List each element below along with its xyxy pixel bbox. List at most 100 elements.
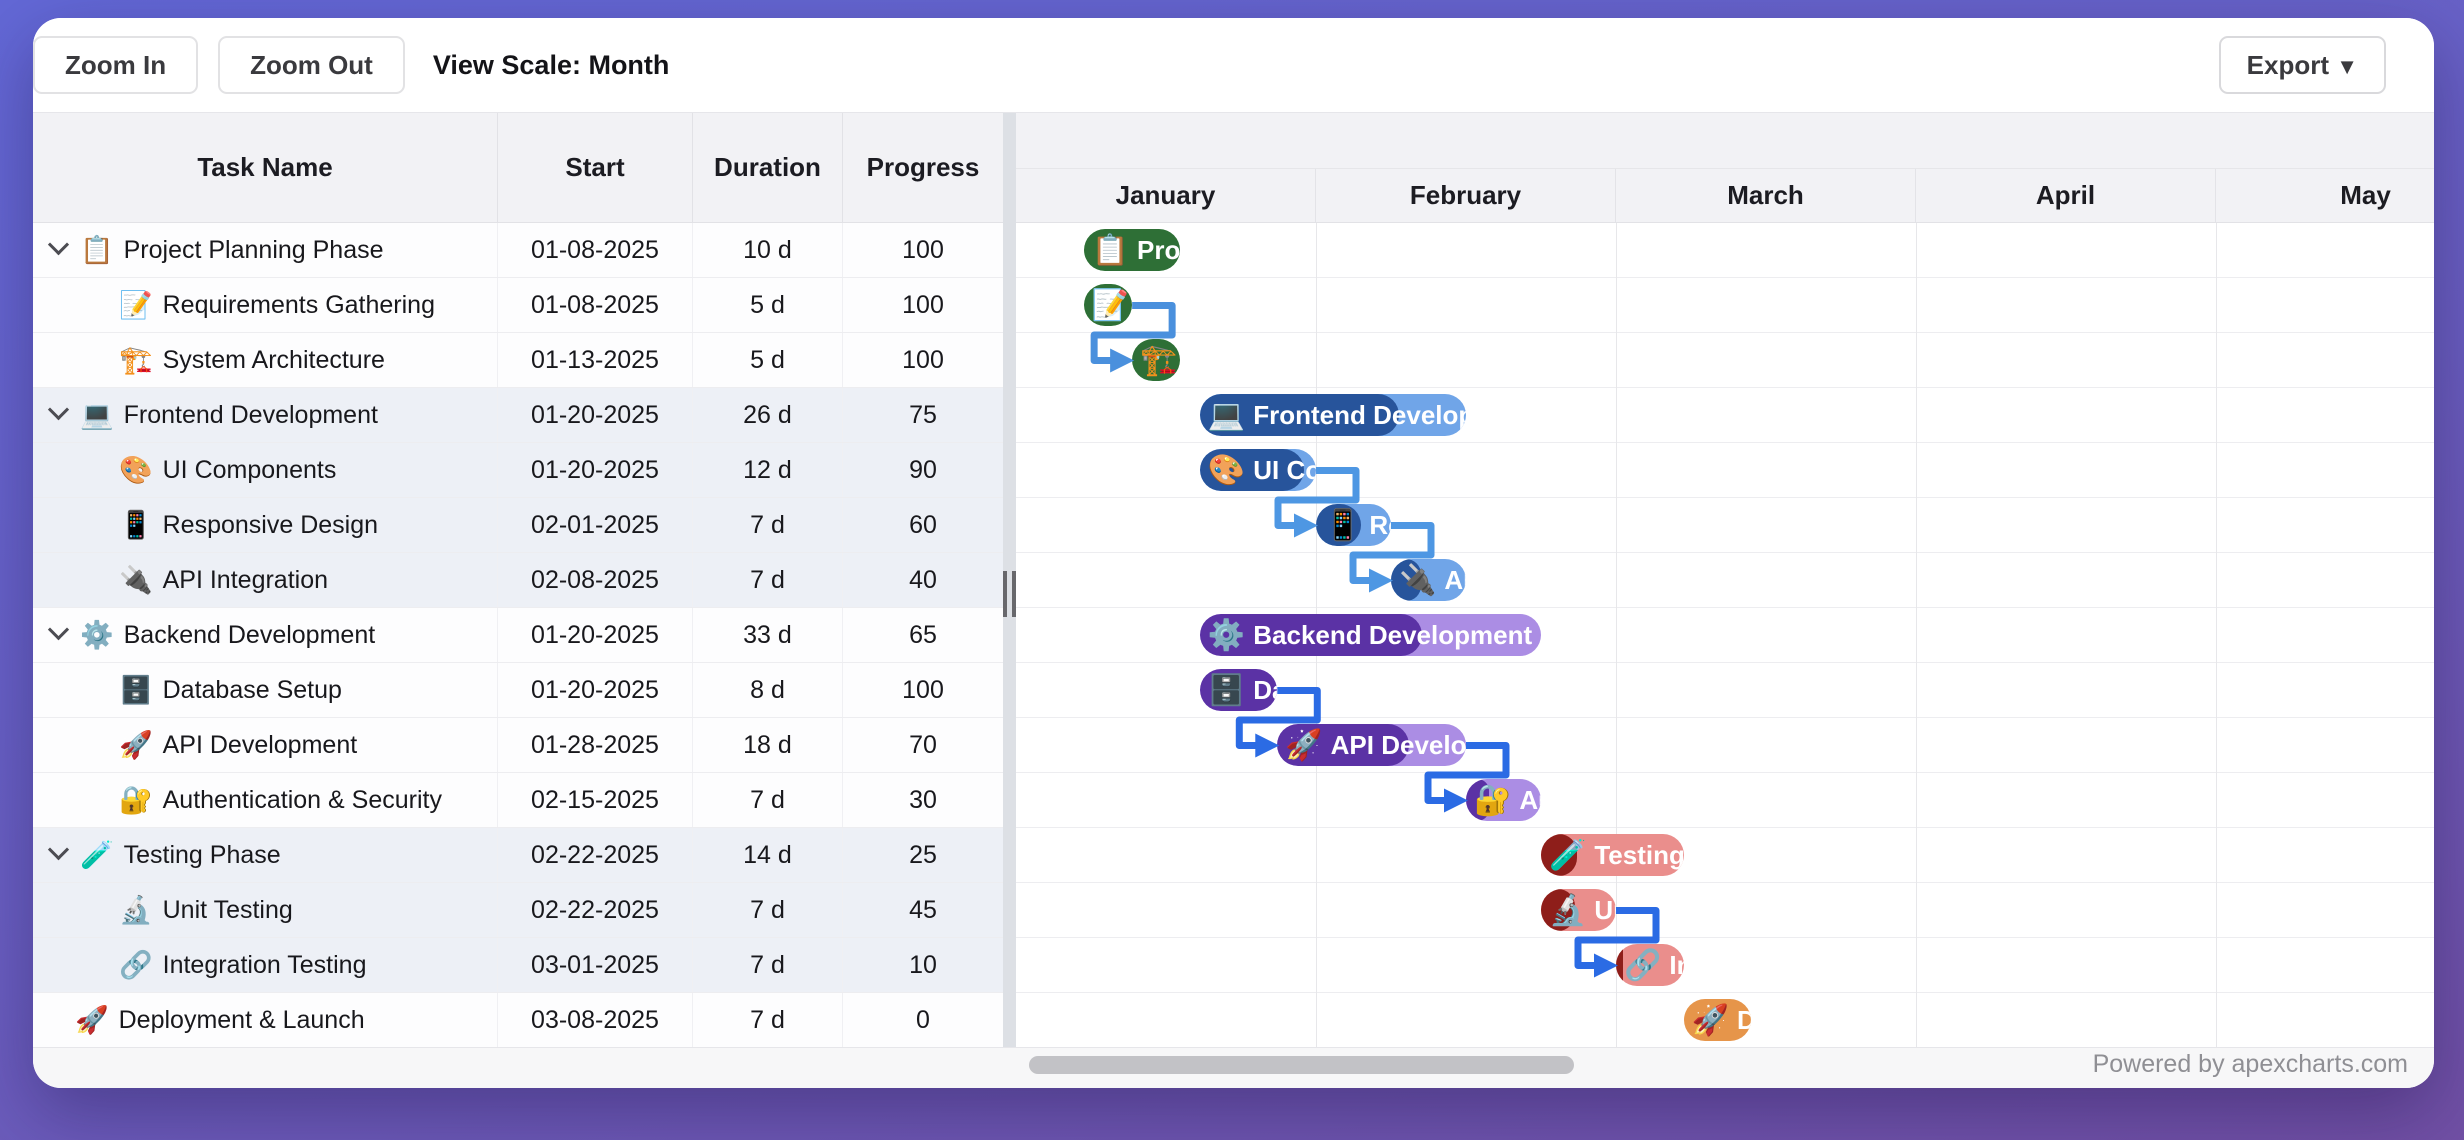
timeline-row xyxy=(1016,498,2434,553)
task-name-label: Frontend Development xyxy=(123,400,378,429)
zoom-in-button[interactable]: Zoom In xyxy=(33,36,199,94)
timeline-row xyxy=(1016,388,2434,443)
gantt-bar[interactable]: 🔗 Integration Testing xyxy=(1616,944,1684,986)
rocket-icon: 🚀 xyxy=(1691,1002,1730,1038)
gantt-bar[interactable]: 🚀API Development xyxy=(1277,724,1466,766)
timeline-row xyxy=(1016,773,2434,828)
table-row[interactable]: 📝 Requirements Gathering 01-08-2025 5 d 100 xyxy=(33,278,1003,333)
task-name-label: Backend Development xyxy=(123,620,376,649)
table-row[interactable]: 🔌 API Integration 02-08-2025 7 d 40 xyxy=(33,553,1003,608)
gantt-bar[interactable]: 🔌 API Integration xyxy=(1391,559,1466,601)
task-name-label: Responsive Design xyxy=(162,510,379,539)
task-start-cell: 01-08-2025 xyxy=(498,278,693,332)
timeline-row xyxy=(1016,608,2434,663)
chevron-down-icon[interactable] xyxy=(47,398,70,420)
month-gridline xyxy=(1616,223,1617,1047)
task-name-label: Requirements Gathering xyxy=(162,290,435,319)
task-start-cell: 01-20-2025 xyxy=(498,443,693,497)
horizontal-scrollbar[interactable] xyxy=(1023,1054,2424,1076)
table-row[interactable]: 🔬 Unit Testing 02-22-2025 7 d 45 xyxy=(33,883,1003,938)
gantt-bar[interactable]: 📱 Responsive Design xyxy=(1316,504,1391,546)
gantt-bar[interactable]: 🚀 Deployment & Launch xyxy=(1683,999,1752,1041)
apexcharts-credit: Powered by apexcharts.com xyxy=(2092,1050,2408,1078)
gantt-bar-progress xyxy=(1199,614,1422,656)
task-start-cell: 01-20-2025 xyxy=(498,608,693,662)
month-gridline xyxy=(1916,223,1917,1047)
task-name-label: UI Components xyxy=(162,455,337,484)
zoom-out-button[interactable]: Zoom Out xyxy=(218,36,405,94)
table-row[interactable]: 📱 Responsive Design 02-01-2025 7 d 60 xyxy=(33,498,1003,553)
gantt-bar-label: Unit Testing xyxy=(1594,894,1616,925)
task-progress-cell: 100 xyxy=(902,345,944,374)
column-header-progress: Progress xyxy=(866,152,980,182)
task-progress-cell: 100 xyxy=(902,235,944,264)
gantt-bar[interactable]: 🔐 Authentication & Security xyxy=(1466,779,1541,821)
export-button[interactable]: Export ▼ xyxy=(2218,36,2386,94)
chevron-down-icon[interactable] xyxy=(47,233,70,255)
gantt-bar[interactable]: 🔬 Unit Testing xyxy=(1541,889,1616,931)
task-rows: 📋 Project Planning Phase 01-08-2025 10 d 100… xyxy=(33,223,1003,1047)
table-row[interactable]: 🗄️ Database Setup 01-20-2025 8 d 100 xyxy=(33,663,1003,718)
task-name-cell: 🔗 Integration Testing xyxy=(33,938,498,992)
link-icon: 🔗 xyxy=(119,950,153,981)
table-row[interactable]: 🚀 API Development 01-28-2025 18 d 70 xyxy=(33,718,1003,773)
gantt-bar-label: API Development xyxy=(1330,729,1466,760)
main-panels: Task Name Start Duration Progress 📋 Proje… xyxy=(33,112,2434,1047)
gantt-bar[interactable]: 🧪Testing Phase xyxy=(1541,834,1684,876)
timeline-body: 📋Project Planning Phase 📝Requirements Gat… xyxy=(1016,223,2434,1047)
chevron-down-icon[interactable] xyxy=(47,618,70,640)
gantt-bar-content: 🔬 Unit Testing xyxy=(1541,889,1616,931)
table-row[interactable]: 🎨 UI Components 01-20-2025 12 d 90 xyxy=(33,443,1003,498)
table-row[interactable]: ⚙️ Backend Development 01-20-2025 33 d 65 xyxy=(33,608,1003,663)
month-header: April xyxy=(1916,169,2216,222)
task-name-cell: 🏗️ System Architecture xyxy=(33,333,498,387)
rocket-icon: 🚀 xyxy=(119,730,153,761)
table-row[interactable]: 🧪 Testing Phase 02-22-2025 14 d 25 xyxy=(33,828,1003,883)
table-row[interactable]: 🚀 Deployment & Launch 03-08-2025 7 d 0 xyxy=(33,993,1003,1047)
month-header: February xyxy=(1316,169,1616,222)
laptop-icon: 💻 xyxy=(80,400,114,431)
task-name-cell: 🗄️ Database Setup xyxy=(33,663,498,717)
task-start-cell: 02-22-2025 xyxy=(498,883,693,937)
task-name-label: Project Planning Phase xyxy=(123,235,384,264)
gantt-bar[interactable]: 🏗️System Architecture xyxy=(1132,339,1181,381)
scrollbar-thumb[interactable] xyxy=(1029,1056,1574,1074)
panel-splitter[interactable] xyxy=(1003,113,1016,1047)
gantt-bar-label: Integration Testing xyxy=(1669,949,1683,980)
table-row[interactable]: 📋 Project Planning Phase 01-08-2025 10 d 100 xyxy=(33,223,1003,278)
task-start-cell: 01-13-2025 xyxy=(498,333,693,387)
month-header: January xyxy=(1016,169,1316,222)
gantt-bar[interactable]: 🎨UI Components xyxy=(1199,449,1316,491)
gantt-app-card: Zoom In Zoom Out View Scale: Month Expor… xyxy=(33,18,2434,1088)
gantt-bar[interactable]: 📋Project Planning Phase xyxy=(1083,229,1181,271)
month-gridline xyxy=(2216,223,2217,1047)
table-row[interactable]: 🏗️ System Architecture 01-13-2025 5 d 100 xyxy=(33,333,1003,388)
test-tube-icon: 🧪 xyxy=(1549,837,1587,873)
timeline-row xyxy=(1016,938,2434,993)
chevron-down-icon[interactable] xyxy=(47,838,70,860)
gantt-bar[interactable]: 💻Frontend Development xyxy=(1199,394,1466,436)
task-start-cell: 01-20-2025 xyxy=(498,663,693,717)
table-row[interactable]: 🔗 Integration Testing 03-01-2025 7 d 10 xyxy=(33,938,1003,993)
task-name-label: Authentication & Security xyxy=(162,785,442,814)
month-header: March xyxy=(1616,169,1916,222)
timeline-row xyxy=(1016,828,2434,883)
gantt-bar-progress xyxy=(1541,834,1577,876)
task-start-cell: 02-08-2025 xyxy=(498,553,693,607)
gantt-bar[interactable]: 📝Requirements Gathering xyxy=(1083,284,1133,326)
table-row[interactable]: 🔐 Authentication & Security 02-15-2025 7 d 3… xyxy=(33,773,1003,828)
footer-strip: Powered by apexcharts.com xyxy=(33,1047,2434,1088)
task-progress-cell: 40 xyxy=(909,565,937,594)
caret-down-icon: ▼ xyxy=(2336,53,2358,79)
gantt-bar-label: Project Planning Phase xyxy=(1137,234,1181,265)
task-start-cell: 02-22-2025 xyxy=(498,828,693,882)
task-name-cell: 📝 Requirements Gathering xyxy=(33,278,498,332)
gantt-bar[interactable]: ⚙️ Backend Development xyxy=(1199,614,1541,656)
table-row[interactable]: 💻 Frontend Development 01-20-2025 26 d 75 xyxy=(33,388,1003,443)
task-start-cell: 03-08-2025 xyxy=(498,993,693,1047)
gantt-bar[interactable]: 🗄️ Database Setup xyxy=(1199,669,1278,711)
gear-icon: ⚙️ xyxy=(80,620,114,651)
memo-icon: 📝 xyxy=(1091,287,1130,323)
task-duration-cell: 5 d xyxy=(693,333,843,387)
gantt-bar-content: 💻Frontend Development xyxy=(1200,394,1466,436)
